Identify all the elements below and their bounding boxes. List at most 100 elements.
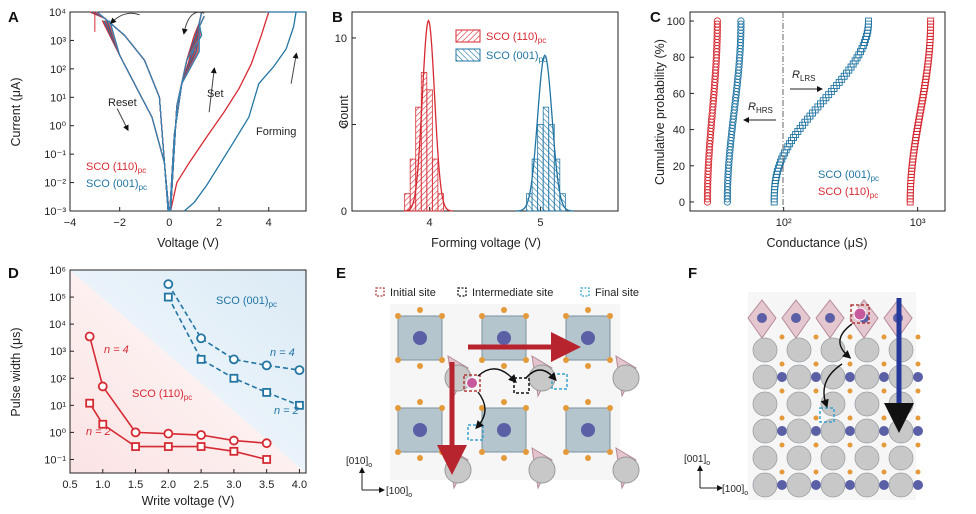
- panel-f-oxygen-atom: [881, 388, 887, 394]
- panel-f-oxygen-atom: [847, 388, 853, 394]
- panel-e-final-site-swatch: [580, 287, 590, 297]
- panel-c-xtick-label: 10³: [910, 217, 926, 229]
- panel-d-marker: [262, 388, 272, 397]
- panel-b-bars: [404, 19, 574, 212]
- panel-e-oxygen-atom: [395, 313, 401, 319]
- panel-f-sr-atom: [854, 337, 880, 363]
- panel-a-xtick-label: 4: [266, 217, 272, 229]
- panel-e-axis-y: [010]o: [346, 456, 372, 469]
- panel-e-oxygen-atom: [523, 313, 529, 319]
- panel-d-marker: [229, 446, 239, 456]
- panel-f-oxygen-atom: [881, 442, 887, 448]
- panel-c-point: [737, 17, 745, 25]
- panel-f-hop-arrow: [820, 363, 843, 408]
- panel-b-legend-swatch-blue: [455, 48, 481, 62]
- panel-e-legend-initial: Initial site: [390, 287, 436, 299]
- panel-d-red-n2: n = 2: [86, 426, 111, 438]
- panel-d-marker: [295, 400, 304, 410]
- panel-b-legend-swatch-red: [455, 29, 481, 43]
- panel-e-sr-atom: [444, 456, 472, 484]
- panel-c-ytick-label: 60: [673, 88, 685, 100]
- panel-b-ylabel: Count: [337, 95, 351, 129]
- panel-b: B 4 5 0 5 10 Forming voltage (V) Count SCO (…: [332, 9, 619, 250]
- panel-d-ytick-label: 10⁴: [49, 319, 66, 331]
- panel-e-oxygen-atom: [607, 405, 613, 411]
- panel-e-cobalt-atom: [413, 423, 427, 437]
- panel-f-sr-atom: [854, 445, 880, 471]
- panel-a-ytick-label: 10⁻¹: [44, 149, 66, 161]
- panel-b-legend-red: SCO (110)pc: [486, 31, 546, 45]
- panel-f-oxygen-atom: [915, 442, 921, 448]
- panel-f-cobalt-atom: [811, 480, 821, 490]
- panel-e-ion: [466, 377, 478, 389]
- panel-d-marker: [98, 419, 108, 429]
- panel-f-initial-site: [850, 304, 870, 324]
- panel-d-marker: [130, 427, 141, 438]
- panel-f-label: F: [688, 265, 697, 282]
- panel-f-oxygen-atom: [779, 415, 785, 421]
- panel-f-axes: [001]o [100]o: [684, 454, 748, 497]
- panel-c-label: C: [650, 9, 661, 26]
- panel-c-ylabel: Cumulative probability (%): [653, 39, 667, 185]
- panel-b-bar: [426, 89, 433, 212]
- panel-d-blue-n2: n = 2: [274, 405, 299, 417]
- panel-f-axis-y: [001]o: [684, 454, 710, 467]
- panel-d-red-n4: n = 4: [104, 344, 129, 356]
- panel-e-oxygen-atom: [563, 357, 569, 363]
- panel-d-ylabel: Pulse width (μs): [9, 327, 23, 416]
- panel-c-ticks: 10² 10³ 0 20 40 60 80 100: [667, 16, 926, 229]
- panel-f-oxygen-atom: [847, 361, 853, 367]
- panel-f-oxygen-atom: [813, 388, 819, 394]
- panel-e-oxygen-atom: [523, 405, 529, 411]
- panel-f-sr-atom: [752, 418, 778, 444]
- panel-e-oxygen-atom: [439, 405, 445, 411]
- panel-f-oxygen-atom: [847, 469, 853, 475]
- panel-e-oxygen-atom: [417, 399, 423, 405]
- panel-f-ion: [853, 307, 867, 321]
- panel-c-xlabel: Conductance (μS): [766, 236, 867, 250]
- panel-d-ytick-label: 10⁵: [49, 292, 66, 304]
- panel-a-forming-annotation: Forming: [256, 126, 296, 138]
- panel-f-oxygen-atom: [915, 388, 921, 394]
- panel-d-marker: [229, 373, 239, 383]
- panel-a-label: A: [8, 9, 19, 26]
- panel-e-oxygen-atom: [479, 405, 485, 411]
- panel-d-marker: [131, 442, 140, 451]
- panel-b-ytick-label: 10: [335, 33, 347, 45]
- panel-f-sr-atom: [752, 364, 778, 390]
- panel-a-legend-blue: SCO (001)pc: [86, 178, 147, 192]
- panel-e-cobalt-atom: [581, 423, 595, 437]
- panel-e-oxygen-atom: [585, 399, 591, 405]
- panel-e-hop-arrow: [475, 391, 486, 430]
- panel-d-marker: [163, 279, 174, 290]
- panel-f-cobalt-atom: [913, 426, 923, 436]
- panel-d-marker: [163, 442, 173, 451]
- panel-c-legend-blue: SCO (001)pc: [818, 169, 879, 183]
- panel-f-sr-atom: [752, 472, 778, 498]
- panel-a-xtick-label: 0: [166, 217, 172, 229]
- panel-f-sr-atom: [854, 364, 880, 390]
- panel-d-marker: [228, 354, 239, 365]
- panel-f-oxygen-atom: [881, 334, 887, 340]
- panel-b-fit-curve: [516, 54, 574, 212]
- panel-d-ytick-label: 10⁶: [49, 265, 66, 277]
- panel-f-oxygen-atom: [847, 442, 853, 448]
- panel-f-axis-x: [100]o: [722, 484, 748, 497]
- panel-e-cobalt-atom: [581, 331, 595, 345]
- panel-d-xtick-label: 1.0: [95, 479, 110, 491]
- panel-c-ytick-label: 20: [673, 161, 685, 173]
- panel-f-cobalt-atom: [777, 426, 787, 436]
- panel-a-ytick-label: 10³: [50, 35, 66, 47]
- panel-b-bar: [537, 124, 544, 212]
- panel-e-intermediate-site: [513, 377, 530, 394]
- panel-e-axis-x: [100]o: [386, 486, 412, 499]
- panel-f-sr-atom: [820, 445, 846, 471]
- panel-a-reset-curve: [109, 20, 170, 212]
- panel-d-xtick-label: 3.0: [226, 479, 241, 491]
- panel-b-xtick-label: 5: [537, 217, 543, 229]
- panel-f-oxygen-atom: [881, 415, 887, 421]
- panel-f-sr-atom: [786, 445, 812, 471]
- panel-f-cobalt-atom: [879, 372, 889, 382]
- panel-f-oxygen-atom: [813, 442, 819, 448]
- panel-d-blue-n4: n = 4: [270, 347, 295, 359]
